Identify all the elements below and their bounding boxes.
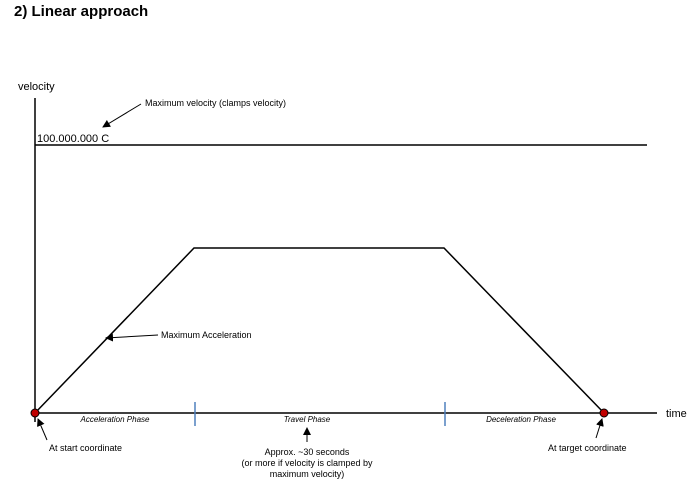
max-velocity-arrow <box>102 103 142 128</box>
target-coordinate-annotation: At target coordinate <box>548 443 627 453</box>
duration-annotation-line3: maximum velocity) <box>270 469 345 479</box>
velocity-profile <box>34 247 605 414</box>
start-coordinate-annotation: At start coordinate <box>49 443 122 453</box>
diagram-title: 2) Linear approach <box>14 3 148 20</box>
acceleration-phase-label: Acceleration Phase <box>80 415 150 424</box>
max-acceleration-annotation: Maximum Acceleration <box>161 330 252 340</box>
duration-annotation-line2: (or more if velocity is clamped by <box>241 458 373 468</box>
time-axis-label: time <box>666 408 687 420</box>
target-point-marker <box>599 408 609 418</box>
max-acceleration-arrow <box>105 333 159 342</box>
velocity-axis-label: velocity <box>18 81 55 93</box>
max-velocity-annotation: Maximum velocity (clamps velocity) <box>145 98 286 108</box>
duration-annotation-line1: Approx. ~30 seconds <box>265 447 350 457</box>
max-velocity-value: 100.000.000 C <box>37 133 109 145</box>
start-point-marker <box>30 408 40 418</box>
start-coordinate-arrow <box>37 418 48 441</box>
target-coordinate-arrow <box>595 418 604 439</box>
travel-phase-label: Travel Phase <box>284 415 331 424</box>
deceleration-phase-label: Deceleration Phase <box>486 415 556 424</box>
